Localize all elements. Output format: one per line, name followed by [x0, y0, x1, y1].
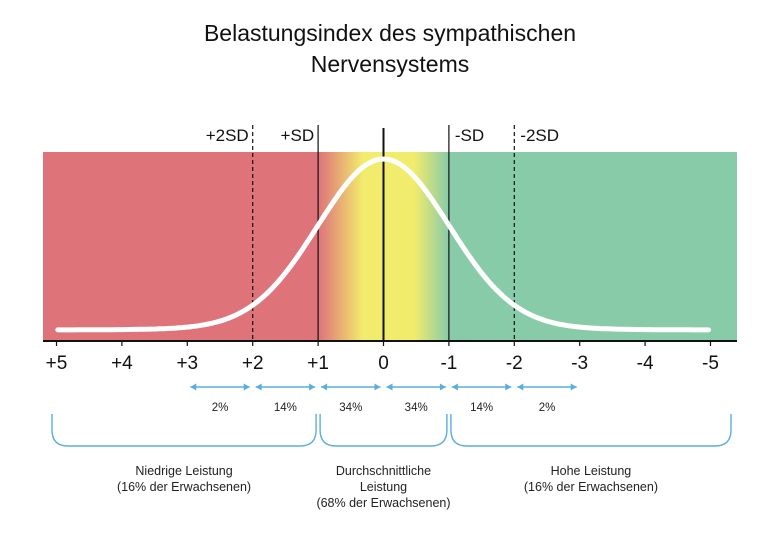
arrowhead-left [255, 383, 262, 391]
x-tick-label: +2 [242, 353, 264, 374]
group-label: (68% der Erwachsenen) [316, 496, 450, 510]
arrowhead-right [309, 383, 316, 391]
arrowhead-right [505, 383, 512, 391]
bell-curve [55, 156, 711, 333]
group-label: Durchschnittliche [336, 464, 431, 478]
x-tick-label: -3 [571, 353, 588, 374]
zone-low [43, 152, 319, 341]
sd-label: -2SD [520, 126, 559, 145]
arrowhead-left [451, 383, 458, 391]
arrowhead-left [190, 383, 197, 391]
group-bracket [51, 414, 317, 447]
group-label: Leistung [360, 480, 407, 494]
group-bracket [450, 414, 732, 447]
group-label: Hohe Leistung [551, 464, 632, 478]
x-tick-label: -5 [702, 353, 719, 374]
arrowhead-right [570, 383, 577, 391]
group-label: (16% der Erwachsenen) [524, 480, 658, 494]
chart-title: Belastungsindex des sympathischen Nerven… [0, 18, 780, 80]
x-axis: +5 +4 +3 +2 +1 0 -1 -2 -3 -4 -5 [43, 340, 737, 374]
x-tick-label: -2 [506, 353, 523, 374]
arrowhead-left [517, 383, 524, 391]
x-tick-label: +1 [307, 353, 329, 374]
x-tick-label: +3 [176, 353, 198, 374]
x-tick-label: +4 [111, 353, 133, 374]
sd-label: +SD [281, 126, 315, 145]
x-tick-label: -1 [440, 353, 457, 374]
group-label: Niedrige Leistung [135, 464, 232, 478]
arrowhead-left [321, 383, 328, 391]
zone-high [448, 152, 737, 341]
percent-range-label: 2% [539, 402, 556, 414]
zone-transition-left [318, 152, 364, 341]
chart-title-line-1: Belastungsindex des sympathischen [203, 20, 577, 46]
sd-lines-layer: +2SD +SD -SD -2SD [206, 125, 559, 341]
percent-range-label: 14% [470, 402, 493, 414]
x-tick-label: +5 [46, 353, 68, 374]
group-bracket [319, 414, 448, 447]
sd-label: -SD [455, 126, 484, 145]
arrowhead-right [243, 383, 250, 391]
arrowhead-right [374, 383, 381, 391]
zones-layer [43, 152, 737, 341]
curve-layer [55, 156, 711, 333]
percent-range-label: 14% [274, 402, 297, 414]
x-tick-label: 0 [378, 353, 389, 374]
sd-label: +2SD [206, 126, 249, 145]
percent-ranges-layer: 2% 14% 34% 34% 14% 2% [190, 383, 577, 414]
groups-layer: Niedrige Leistung (16% der Erwachsenen) Du… [51, 414, 732, 510]
percent-range-label: 34% [339, 402, 362, 414]
arrowhead-left [386, 383, 393, 391]
chart-title-line-2: Nervensystems [310, 51, 470, 77]
group-label: (16% der Erwachsenen) [117, 480, 251, 494]
arrowhead-right [439, 383, 446, 391]
x-tick-label: -4 [637, 353, 654, 374]
percent-range-label: 34% [405, 402, 428, 414]
percent-range-label: 2% [212, 402, 229, 414]
